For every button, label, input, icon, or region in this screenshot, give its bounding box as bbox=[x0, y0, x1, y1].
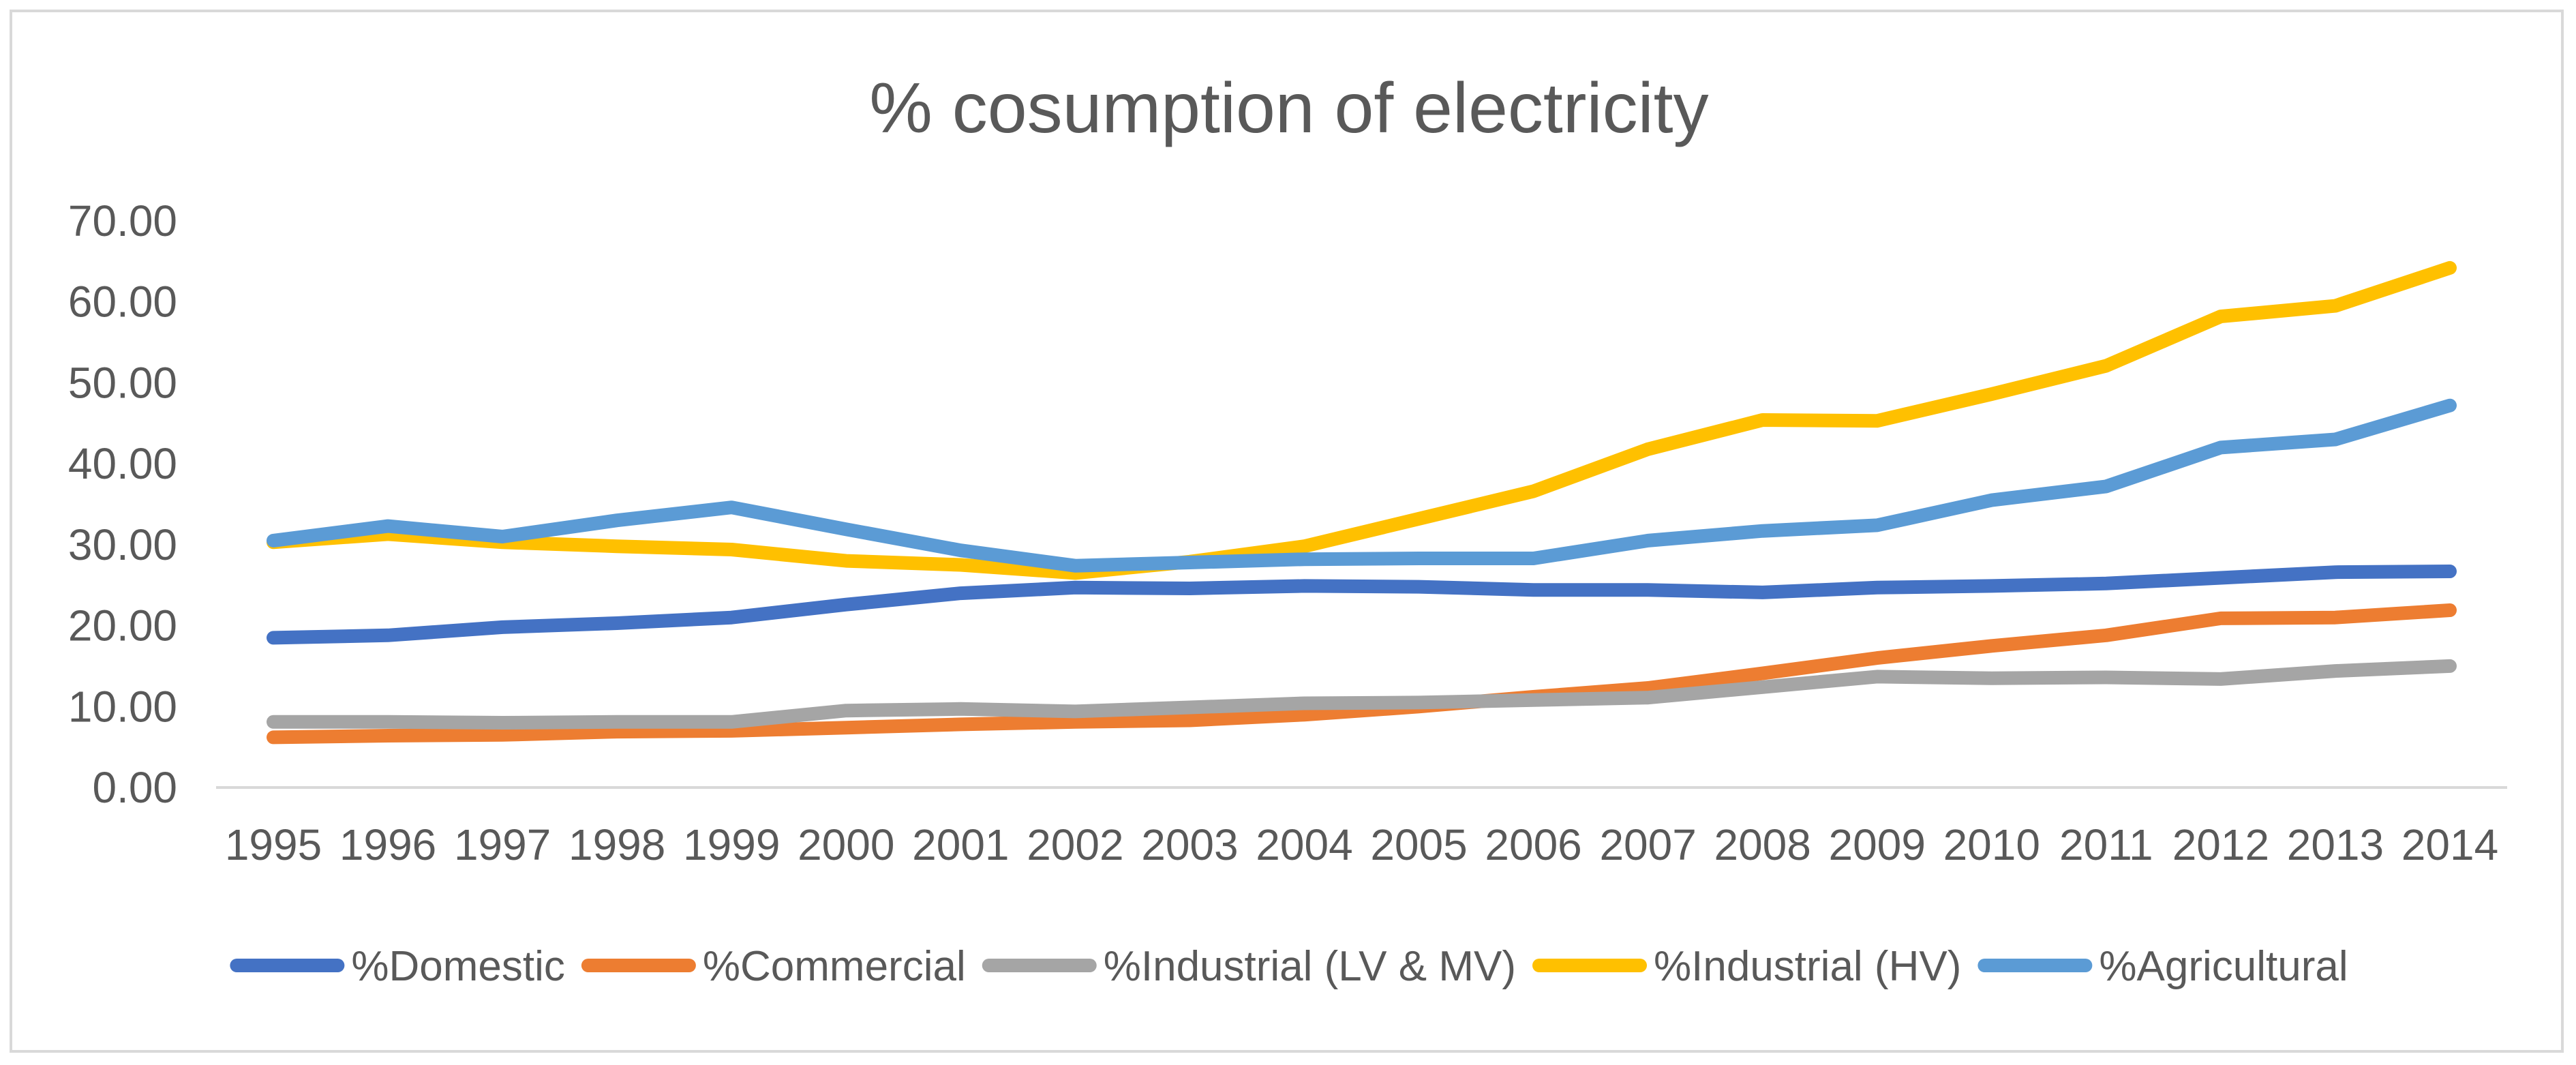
legend-item-industrial-hv: %Industrial (HV) bbox=[1532, 943, 1961, 990]
series-lines bbox=[267, 260, 2457, 745]
y-tick-label: 70.00 bbox=[68, 196, 177, 245]
x-tick-label: 1998 bbox=[569, 820, 665, 869]
y-axis-ticks: 0.00 10.00 20.00 30.00 40.00 50.00 60.00 70.00 bbox=[68, 196, 177, 812]
y-tick-label: 50.00 bbox=[68, 358, 177, 407]
x-tick-label: 1995 bbox=[225, 820, 322, 869]
x-tick-label: 2006 bbox=[1485, 820, 1581, 869]
legend-item-agricultural: %Agricultural bbox=[1978, 943, 2348, 990]
series-line-industrial-hv bbox=[267, 260, 2457, 580]
x-tick-label: 2010 bbox=[1943, 820, 2040, 869]
chart-title: % cosumption of electricity bbox=[869, 69, 1708, 148]
legend-label: %Industrial (HV) bbox=[1654, 943, 1961, 990]
y-tick-label: 10.00 bbox=[68, 682, 177, 731]
x-tick-label: 2012 bbox=[2172, 820, 2269, 869]
legend-item-domestic: %Domestic bbox=[230, 943, 565, 990]
x-tick-label: 1997 bbox=[454, 820, 551, 869]
x-tick-label: 2002 bbox=[1027, 820, 1123, 869]
legend-label: %Commercial bbox=[703, 943, 966, 990]
y-tick-label: 60.00 bbox=[68, 278, 177, 327]
legend-item-industrial-lv-mv: %Industrial (LV & MV) bbox=[982, 943, 1516, 990]
x-tick-label: 2001 bbox=[912, 820, 1009, 869]
series-line-industrial-lv-mv bbox=[267, 659, 2457, 730]
x-tick-label: 2004 bbox=[1256, 820, 1352, 869]
x-tick-label: 2007 bbox=[1599, 820, 1696, 869]
series-line-agricultural bbox=[267, 398, 2457, 573]
legend-label: %Agricultural bbox=[2099, 943, 2348, 990]
legend-label: %Domestic bbox=[351, 943, 565, 990]
y-tick-label: 0.00 bbox=[92, 763, 177, 812]
series-line-domestic bbox=[267, 565, 2457, 645]
legend-label: %Industrial (LV & MV) bbox=[1104, 943, 1516, 990]
y-tick-label: 40.00 bbox=[68, 439, 177, 488]
y-tick-label: 30.00 bbox=[68, 520, 177, 569]
x-tick-label: 2005 bbox=[1370, 820, 1467, 869]
x-tick-label: 2013 bbox=[2287, 820, 2384, 869]
x-tick-label: 2011 bbox=[2059, 820, 2153, 869]
chart-canvas: % cosumption of electricity 0.00 10.00 20.… bbox=[68, 69, 2507, 990]
series-line-commercial bbox=[267, 603, 2457, 745]
x-tick-label: 2003 bbox=[1141, 820, 1238, 869]
legend: %Domestic %Commercial %Industrial (LV & MV… bbox=[230, 943, 2348, 990]
y-tick-label: 20.00 bbox=[68, 601, 177, 650]
x-tick-label: 1996 bbox=[339, 820, 436, 869]
chart-frame: % cosumption of electricity 0.00 10.00 20.… bbox=[10, 10, 2564, 1053]
legend-item-commercial: %Commercial bbox=[581, 943, 966, 990]
x-tick-label: 2000 bbox=[798, 820, 894, 869]
x-tick-label: 2008 bbox=[1714, 820, 1810, 869]
x-tick-label: 2009 bbox=[1829, 820, 1926, 869]
x-tick-label: 2014 bbox=[2401, 820, 2498, 869]
x-tick-label: 1999 bbox=[683, 820, 780, 869]
x-axis-ticks: 1995 1996 1997 1998 1999 2000 2001 2002 2003 2004… bbox=[225, 820, 2498, 869]
